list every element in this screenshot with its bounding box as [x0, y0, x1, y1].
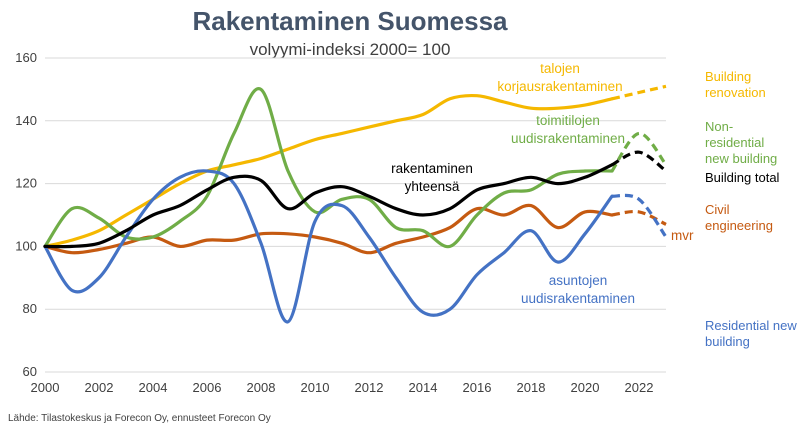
series-label-total: rakentaminen	[391, 161, 473, 176]
legend-label-civil: engineering	[705, 218, 773, 233]
x-tick-label: 2018	[517, 380, 546, 395]
x-tick-label: 2020	[571, 380, 600, 395]
y-tick-label: 60	[23, 364, 37, 379]
y-tick-label: 100	[15, 238, 37, 253]
x-tick-label: 2000	[31, 380, 60, 395]
series-label-civil: mvr	[671, 228, 694, 243]
series-label-renovation: korjausrakentaminen	[497, 79, 622, 94]
y-tick-label: 80	[23, 301, 37, 316]
x-tick-label: 2016	[463, 380, 492, 395]
y-tick-labels: 60 80 100 120 140 160	[15, 50, 37, 379]
source-note: Lähde: Tilastokeskus ja Forecon Oy, ennu…	[8, 413, 271, 424]
y-tick-label: 160	[15, 50, 37, 65]
grid-lines	[45, 57, 666, 373]
series-label-renovation: talojen	[540, 61, 580, 76]
x-tick-label: 2004	[139, 380, 168, 395]
legend-label-renovation: renovation	[705, 85, 766, 100]
series-line-nonres	[43, 87, 614, 249]
y-tick-label: 120	[15, 176, 37, 191]
series-label-total: yhteensä	[405, 179, 460, 194]
series-forecast-civil	[611, 209, 667, 226]
x-tick-labels: 2000 2002 2004 2006 2008 2010 2012 2014 2016 2018…	[31, 380, 654, 395]
series-label-residential: asuntojen	[549, 273, 608, 288]
series-line-residential	[43, 169, 614, 324]
x-tick-label: 2006	[193, 380, 222, 395]
legend-label-nonres: Non-	[705, 119, 733, 134]
series-line-renovation	[43, 93, 614, 248]
series-line-total	[43, 163, 614, 249]
x-tick-label: 2014	[409, 380, 438, 395]
x-tick-label: 2002	[85, 380, 114, 395]
series-label-nonres: uudisrakentaminen	[511, 131, 625, 146]
legend-label-residential: Residential new	[705, 318, 797, 333]
series-forecast-residential	[611, 193, 668, 238]
series-label-residential: uudisrakentaminen	[521, 291, 635, 306]
x-tick-label: 2010	[301, 380, 330, 395]
x-tick-label: 2008	[247, 380, 276, 395]
series-forecast-nonres	[610, 131, 668, 172]
legend-label-residential: building	[705, 334, 750, 349]
x-tick-label: 2012	[355, 380, 384, 395]
legend-label-nonres: new building	[705, 151, 777, 166]
series-lines	[43, 84, 668, 324]
x-tick-label: 2022	[625, 380, 654, 395]
series-forecast-renovation	[611, 84, 667, 101]
legend-label-nonres: residential	[705, 135, 764, 150]
legend-label-total: Building total	[705, 170, 780, 185]
series-labels: talojen korjausrakentaminen toimitilojen uu…	[391, 61, 694, 306]
legend-label-civil: Civil	[705, 202, 730, 217]
series-forecast-total	[611, 150, 667, 173]
chart-title: Rakentaminen Suomessa	[192, 6, 508, 36]
chart-subtitle: volyymi-indeksi 2000= 100	[249, 40, 451, 59]
y-tick-label: 140	[15, 113, 37, 128]
series-label-nonres: toimitilojen	[536, 113, 600, 128]
legend-label-renovation: Building	[705, 69, 751, 84]
